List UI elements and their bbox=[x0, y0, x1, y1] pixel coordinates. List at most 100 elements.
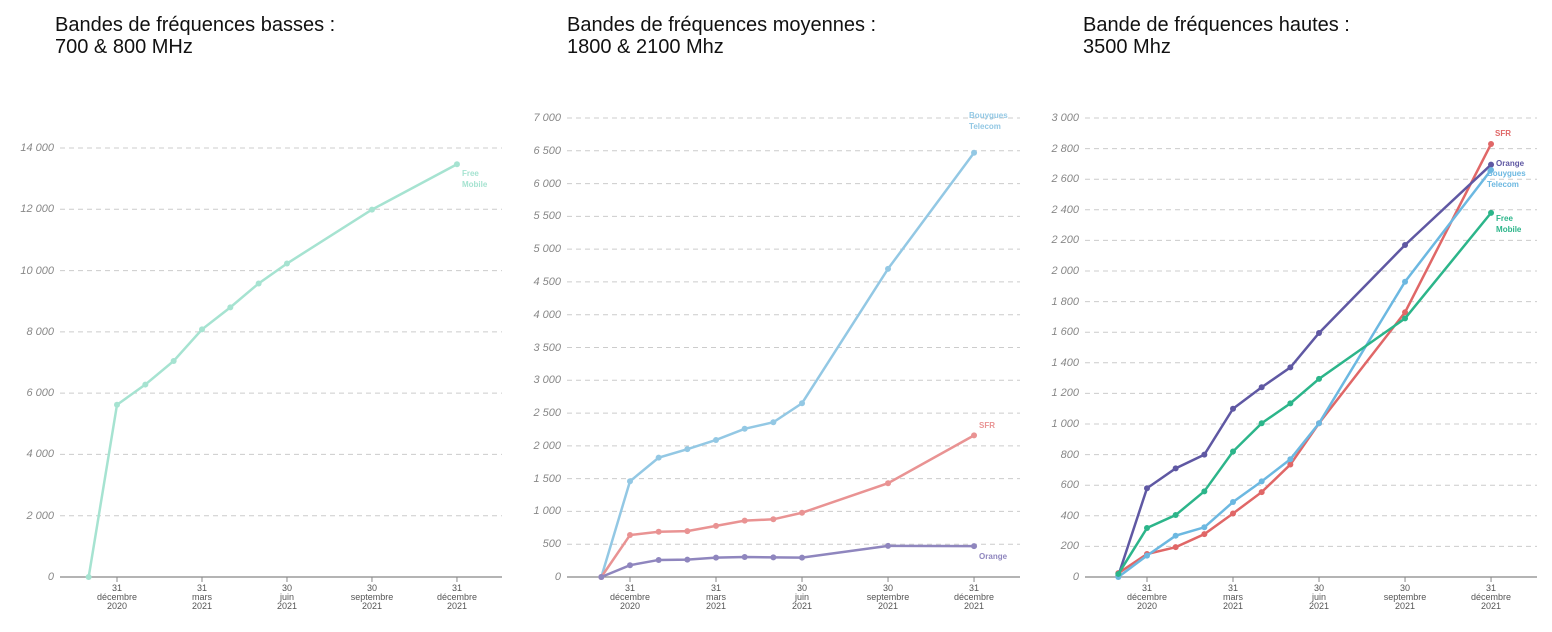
y-tick-label: 4 500 bbox=[533, 275, 561, 288]
point bbox=[1144, 525, 1150, 532]
point bbox=[1488, 167, 1495, 174]
point bbox=[627, 562, 633, 569]
y-tick-label: 1 600 bbox=[1051, 326, 1079, 339]
point bbox=[598, 574, 605, 580]
y-tick-label: 2 000 bbox=[1051, 265, 1079, 277]
x-tick-label: 31 mars 2021 bbox=[1222, 583, 1244, 611]
y-tick-label: 2 000 bbox=[26, 509, 54, 522]
point bbox=[627, 532, 633, 539]
point bbox=[1230, 405, 1237, 412]
point bbox=[283, 260, 290, 267]
point bbox=[971, 432, 978, 439]
y-tick-label: 400 bbox=[1060, 509, 1079, 522]
point bbox=[1172, 465, 1179, 472]
point bbox=[1258, 489, 1265, 496]
series-label: SFR bbox=[979, 421, 996, 431]
point bbox=[1287, 400, 1294, 407]
point bbox=[368, 206, 375, 213]
y-tick-label: 1 000 bbox=[1051, 418, 1079, 430]
y-tick-label: 0 bbox=[554, 571, 561, 583]
point bbox=[1488, 209, 1495, 216]
point bbox=[1172, 512, 1179, 519]
point bbox=[255, 280, 262, 287]
point bbox=[170, 357, 177, 364]
point bbox=[1201, 451, 1208, 458]
y-tick-label: 2 000 bbox=[533, 439, 561, 452]
y-tick-label: 6 500 bbox=[533, 144, 561, 157]
x-tick-label: 30 septembre 2021 bbox=[350, 583, 394, 611]
series-label: Orange bbox=[979, 552, 1008, 562]
x-tick-label: 30 juin 2021 bbox=[1309, 583, 1330, 611]
point bbox=[1230, 510, 1237, 517]
point bbox=[971, 543, 978, 550]
point bbox=[741, 517, 748, 524]
y-tick-label: 1 500 bbox=[533, 472, 561, 485]
y-tick-label: 3 000 bbox=[1051, 112, 1079, 124]
point bbox=[684, 446, 691, 453]
point bbox=[1488, 141, 1495, 148]
series-label: SFR bbox=[1495, 129, 1512, 138]
y-tick-label: 500 bbox=[542, 538, 561, 551]
point bbox=[713, 522, 720, 529]
point bbox=[885, 480, 892, 487]
point bbox=[770, 516, 777, 523]
chart-subtitle: 700 & 800 MHz bbox=[55, 36, 193, 58]
point bbox=[227, 304, 234, 311]
series-label: Bouygues Telecom bbox=[969, 110, 1008, 131]
y-tick-label: 1 400 bbox=[1051, 356, 1079, 369]
x-tick-label: 30 juin 2021 bbox=[276, 583, 297, 611]
series-label: Free Mobile bbox=[1496, 213, 1522, 234]
point bbox=[1230, 499, 1237, 506]
y-tick-label: 2 600 bbox=[1051, 173, 1079, 186]
point bbox=[1402, 315, 1409, 322]
x-tick-label: 31 décembre 2021 bbox=[1471, 583, 1512, 611]
series-label: Free Mobile bbox=[461, 169, 488, 190]
y-tick-label: 6 000 bbox=[533, 177, 561, 190]
point bbox=[1201, 488, 1208, 495]
point bbox=[770, 554, 777, 561]
point bbox=[770, 419, 777, 426]
point bbox=[1201, 524, 1208, 531]
point bbox=[142, 381, 149, 388]
x-tick-label: 30 septembre 2021 bbox=[866, 583, 910, 611]
series-line bbox=[1117, 143, 1493, 575]
y-tick-label: 7 000 bbox=[533, 112, 561, 124]
point bbox=[885, 542, 892, 549]
y-tick-label: 600 bbox=[1060, 479, 1079, 492]
x-tick-label: 31 mars 2021 bbox=[705, 583, 727, 611]
y-tick-label: 0 bbox=[47, 571, 54, 583]
point bbox=[1115, 570, 1122, 577]
y-tick-label: 3 500 bbox=[533, 341, 561, 354]
point bbox=[885, 265, 892, 272]
point bbox=[1402, 309, 1409, 316]
chart-title: Bandes de fréquences basses : bbox=[55, 14, 336, 36]
series-line bbox=[600, 544, 975, 579]
point bbox=[684, 556, 691, 563]
y-tick-label: 12 000 bbox=[20, 203, 54, 216]
point bbox=[684, 528, 691, 535]
y-tick-label: 14 000 bbox=[20, 142, 54, 154]
x-tick-label: 31 décembre 2020 bbox=[609, 583, 651, 611]
y-tick-label: 200 bbox=[1060, 540, 1079, 553]
series-label: Orange bbox=[1496, 158, 1525, 168]
chart-title: Bande de fréquences hautes : bbox=[1083, 14, 1350, 36]
x-tick-label: 31 décembre 2020 bbox=[96, 583, 138, 611]
point bbox=[1488, 161, 1495, 168]
point bbox=[713, 436, 720, 443]
point bbox=[1258, 478, 1265, 485]
y-tick-label: 4 000 bbox=[533, 308, 561, 321]
point bbox=[799, 554, 806, 561]
y-tick-label: 1 000 bbox=[533, 505, 561, 518]
point bbox=[713, 554, 720, 561]
y-tick-label: 5 500 bbox=[533, 210, 561, 223]
point bbox=[971, 149, 978, 156]
chart-title: Bandes de fréquences moyennes : bbox=[567, 14, 877, 36]
y-tick-label: 2 400 bbox=[1051, 203, 1079, 216]
point bbox=[741, 554, 748, 561]
y-tick-label: 4 000 bbox=[26, 448, 54, 461]
x-tick-label: 30 septembre 2021 bbox=[1383, 583, 1427, 611]
series-label: Bouygues Telecom bbox=[1487, 169, 1526, 190]
point bbox=[655, 454, 662, 461]
x-tick-label: 31 décembre 2021 bbox=[436, 583, 477, 611]
